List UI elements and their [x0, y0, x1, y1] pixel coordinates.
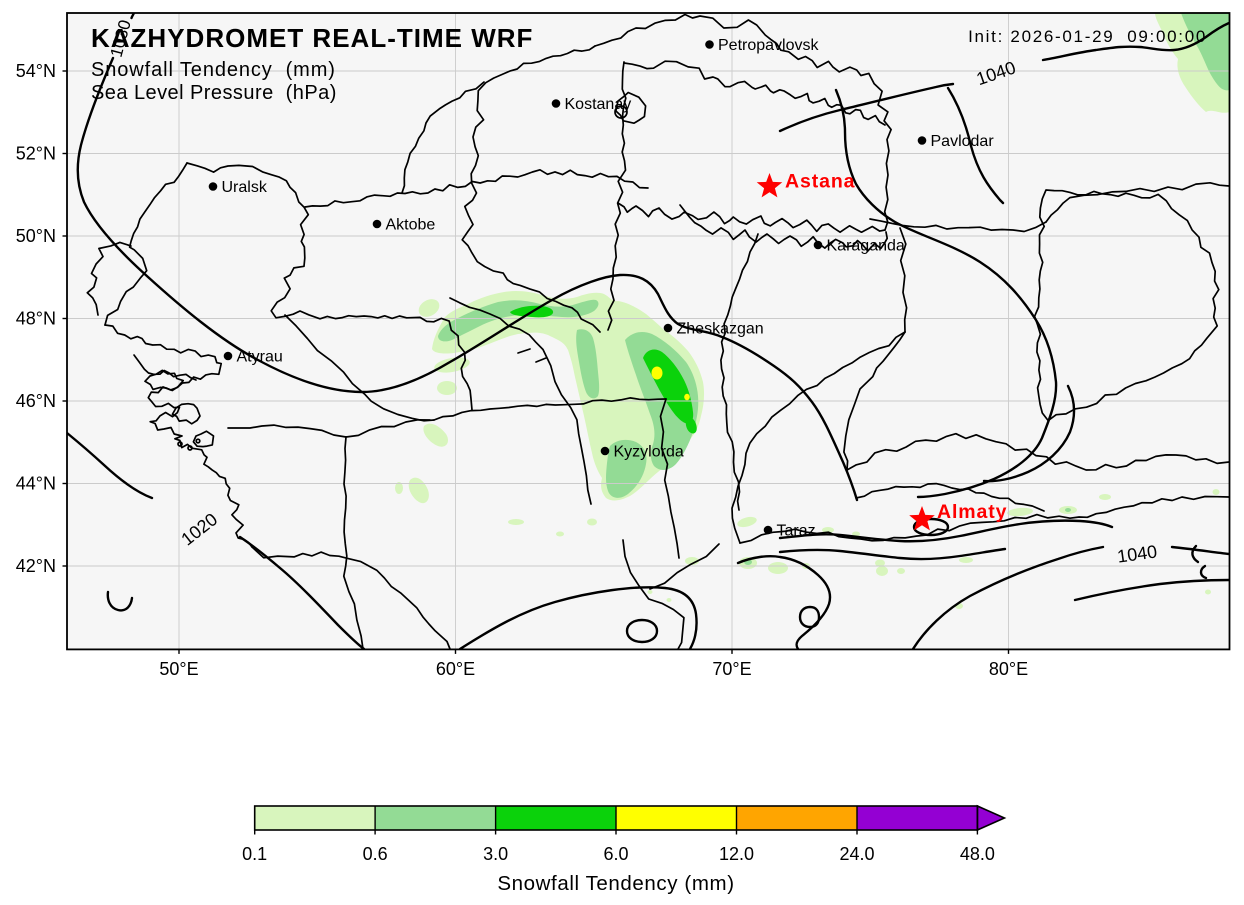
svg-text:24.0: 24.0 — [839, 844, 874, 864]
svg-text:44°N: 44°N — [16, 474, 56, 494]
svg-text:Pavlodar: Pavlodar — [931, 133, 995, 150]
svg-text:Sea Level Pressure (hPa): Sea Level Pressure (hPa) — [91, 82, 337, 104]
svg-text:46°N: 46°N — [16, 391, 56, 411]
svg-text:Almaty: Almaty — [937, 501, 1007, 523]
svg-text:42°N: 42°N — [16, 556, 56, 576]
svg-text:Init: 2026-01-29 09:00:00: Init: 2026-01-29 09:00:00 — [968, 27, 1207, 46]
svg-text:Taraz: Taraz — [777, 523, 816, 540]
svg-text:Snowfall Tendency (mm): Snowfall Tendency (mm) — [91, 59, 336, 81]
svg-text:Aktobe: Aktobe — [386, 217, 436, 234]
svg-text:Uralsk: Uralsk — [222, 179, 268, 196]
svg-text:0.1: 0.1 — [242, 844, 267, 864]
svg-text:80°E: 80°E — [989, 659, 1028, 679]
svg-text:Karaganda: Karaganda — [827, 238, 905, 255]
svg-text:54°N: 54°N — [16, 61, 56, 81]
svg-text:Kyzylorda: Kyzylorda — [614, 444, 684, 461]
svg-text:Snowfall Tendency (mm): Snowfall Tendency (mm) — [497, 872, 734, 895]
svg-text:Zheskazgan: Zheskazgan — [677, 321, 764, 338]
svg-text:50°E: 50°E — [159, 659, 198, 679]
svg-text:60°E: 60°E — [436, 659, 475, 679]
svg-text:48°N: 48°N — [16, 309, 56, 329]
svg-text:52°N: 52°N — [16, 144, 56, 164]
svg-text:Kostanay: Kostanay — [565, 96, 632, 113]
svg-text:50°N: 50°N — [16, 226, 56, 246]
svg-text:12.0: 12.0 — [719, 844, 754, 864]
svg-text:70°E: 70°E — [712, 659, 751, 679]
svg-text:Atyrau: Atyrau — [237, 349, 283, 366]
svg-text:6.0: 6.0 — [603, 844, 628, 864]
svg-text:3.0: 3.0 — [483, 844, 508, 864]
svg-text:KAZHYDROMET REAL-TIME WRF: KAZHYDROMET REAL-TIME WRF — [91, 23, 533, 53]
svg-text:Petropavlovsk: Petropavlovsk — [718, 37, 819, 54]
svg-text:48.0: 48.0 — [960, 844, 995, 864]
svg-text:0.6: 0.6 — [363, 844, 388, 864]
svg-text:Astana: Astana — [785, 171, 855, 193]
